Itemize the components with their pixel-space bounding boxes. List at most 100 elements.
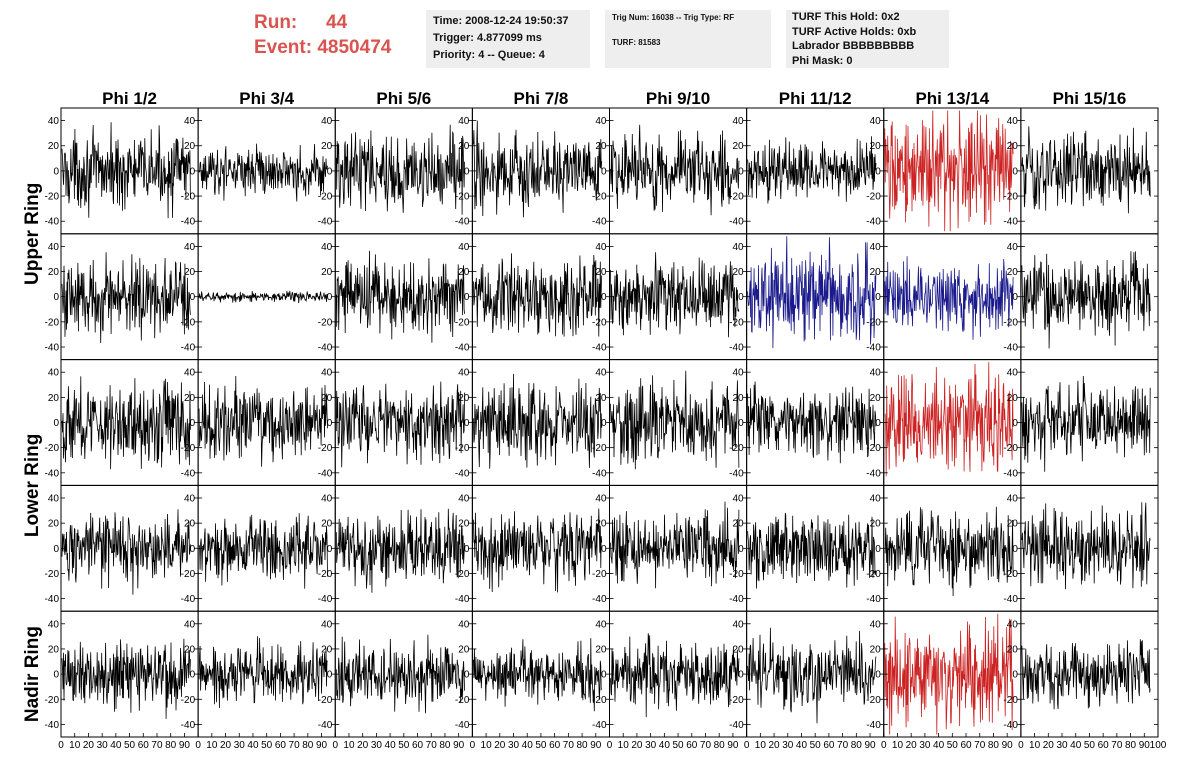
y-tick-label: 20 — [184, 393, 196, 404]
y-tick-label: 40 — [48, 493, 60, 504]
y-tick-label: -40 — [455, 343, 470, 354]
y-tick-label: 0 — [464, 418, 470, 429]
y-tick-label: 40 — [48, 116, 60, 127]
waveform-trace — [198, 513, 328, 589]
x-tick-label: 60 — [823, 740, 835, 751]
waveform-trace — [61, 509, 191, 595]
waveform-trace — [335, 250, 465, 343]
y-tick-label: -40 — [729, 217, 744, 228]
y-tick-label: 20 — [48, 519, 60, 530]
y-tick-label: 0 — [875, 292, 881, 303]
y-tick-label: -20 — [181, 192, 196, 203]
y-tick-label: -40 — [455, 468, 470, 479]
waveform-trace — [747, 627, 877, 724]
y-tick-label: -40 — [45, 720, 60, 731]
x-tick-label: 10 — [343, 740, 355, 751]
run-label: Run: — [254, 12, 298, 33]
y-tick-label: -40 — [181, 217, 196, 228]
x-tick-label: 80 — [714, 740, 726, 751]
waveform-trace — [884, 110, 1014, 232]
y-tick-label: 20 — [595, 644, 607, 655]
y-tick-label: 40 — [733, 116, 745, 127]
x-tick-label: 70 — [289, 740, 301, 751]
y-tick-label: 40 — [733, 493, 745, 504]
y-tick-label: -20 — [729, 192, 744, 203]
y-tick-label: -40 — [1003, 343, 1018, 354]
x-tick-label: 70 — [837, 740, 849, 751]
y-tick-label: 20 — [1007, 519, 1019, 530]
y-tick-label: 0 — [190, 418, 196, 429]
x-tick-label: 90 — [316, 740, 328, 751]
y-tick-label: -20 — [866, 192, 881, 203]
x-tick-label: 50 — [673, 740, 685, 751]
y-tick-label: 0 — [53, 418, 59, 429]
y-tick-label: 40 — [595, 242, 607, 253]
x-tick-label: 60 — [960, 740, 972, 751]
waveform-trace — [1021, 375, 1151, 472]
x-tick-label: 80 — [851, 740, 863, 751]
x-tick-label: 50 — [124, 740, 136, 751]
waveform-trace — [610, 252, 740, 338]
waveform-trace — [1021, 639, 1151, 710]
waveform-trace — [61, 122, 191, 219]
y-tick-label: -20 — [45, 443, 60, 454]
y-tick-label: 0 — [738, 544, 744, 555]
x-tick-label: 70 — [974, 740, 986, 751]
y-tick-label: 0 — [327, 544, 333, 555]
y-tick-label: -40 — [729, 468, 744, 479]
x-tick-label: 100 — [1150, 740, 1167, 751]
y-tick-label: 40 — [870, 368, 882, 379]
y-tick-label: 40 — [595, 619, 607, 630]
y-tick-label: 40 — [458, 242, 470, 253]
y-tick-label: 20 — [733, 393, 745, 404]
x-tick-label: 0 — [744, 740, 750, 751]
x-tick-label: 40 — [247, 740, 259, 751]
y-tick-label: 0 — [738, 292, 744, 303]
y-tick-label: -40 — [729, 720, 744, 731]
y-tick-label: 0 — [53, 544, 59, 555]
x-tick-label: 0 — [881, 740, 887, 751]
y-tick-label: 20 — [321, 141, 333, 152]
y-tick-label: -40 — [318, 468, 333, 479]
y-tick-label: -20 — [729, 443, 744, 454]
x-tick-label: 20 — [631, 740, 643, 751]
x-tick-label: 0 — [195, 740, 201, 751]
y-tick-label: 0 — [464, 166, 470, 177]
x-tick-label: 90 — [727, 740, 739, 751]
y-tick-label: 20 — [321, 519, 333, 530]
y-tick-label: 0 — [190, 166, 196, 177]
y-tick-label: -20 — [455, 695, 470, 706]
y-tick-label: -20 — [1003, 317, 1018, 328]
y-tick-label: 20 — [1007, 267, 1019, 278]
y-tick-label: 20 — [48, 141, 60, 152]
y-tick-label: 40 — [1007, 619, 1019, 630]
y-tick-label: 40 — [733, 368, 745, 379]
y-tick-label: 0 — [327, 670, 333, 681]
y-tick-label: -40 — [181, 720, 196, 731]
y-tick-label: -20 — [318, 192, 333, 203]
waveform-trace — [61, 376, 191, 470]
x-tick-label: 50 — [1084, 740, 1096, 751]
y-tick-label: -20 — [45, 317, 60, 328]
y-tick-label: -40 — [592, 594, 607, 605]
y-tick-label: 0 — [1012, 166, 1018, 177]
row-label: Lower Ring — [22, 434, 43, 537]
x-tick-label: 80 — [439, 740, 451, 751]
y-tick-label: 20 — [595, 267, 607, 278]
y-tick-label: -20 — [455, 443, 470, 454]
x-tick-label: 60 — [686, 740, 698, 751]
y-tick-label: -20 — [318, 569, 333, 580]
y-tick-label: 0 — [1012, 544, 1018, 555]
y-tick-label: 40 — [321, 493, 333, 504]
y-tick-label: 0 — [738, 670, 744, 681]
waveform-trace — [335, 508, 465, 593]
turf-this-hold-text: TURF This Hold: 0x2 — [792, 11, 900, 23]
x-tick-label: 40 — [1070, 740, 1082, 751]
turf-hold-box: TURF This Hold: 0x2 TURF Active Holds: 0… — [786, 10, 949, 68]
y-tick-label: 40 — [870, 242, 882, 253]
x-tick-label: 0 — [58, 740, 64, 751]
y-tick-label: 20 — [733, 644, 745, 655]
y-tick-label: 40 — [1007, 242, 1019, 253]
x-tick-label: 30 — [371, 740, 383, 751]
y-tick-label: 40 — [48, 368, 60, 379]
